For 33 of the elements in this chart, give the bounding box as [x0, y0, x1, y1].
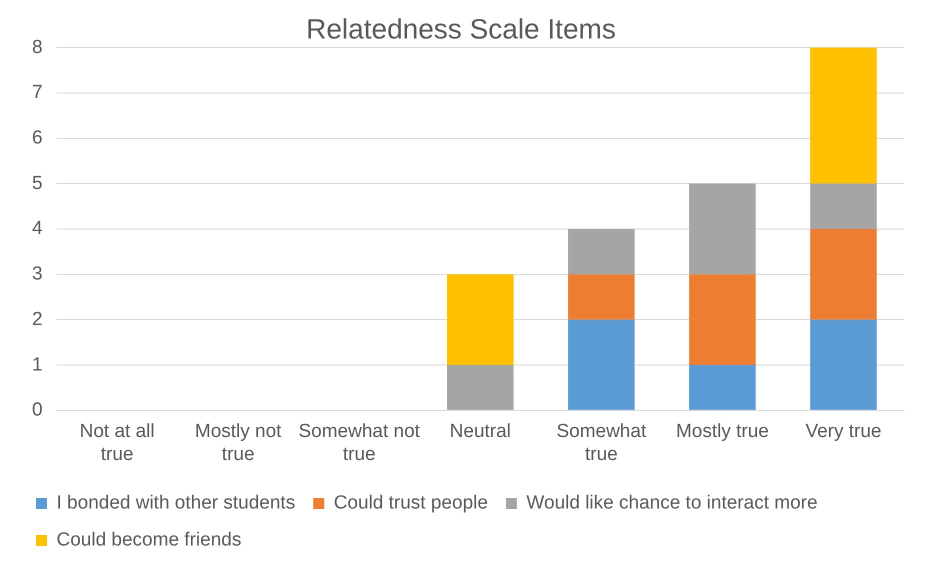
x-tick-label: Neutral	[450, 421, 511, 442]
bar	[568, 229, 635, 274]
y-tick-label: 1	[32, 354, 43, 376]
y-tick-label: 3	[32, 264, 43, 285]
bar	[810, 320, 877, 410]
x-tick-label: Not at all true	[80, 421, 155, 465]
bar	[810, 184, 877, 229]
bar	[810, 229, 877, 320]
y-tick-label: 4	[32, 218, 43, 240]
y-tick-label: 0	[32, 400, 43, 421]
x-tick-label: Somewhat true	[556, 421, 647, 465]
legend-label: Could trust people	[334, 492, 488, 514]
y-tick-label: 2	[32, 308, 43, 330]
y-tick-label: 7	[32, 82, 43, 104]
chart-title: Relatedness Scale Items	[306, 14, 616, 45]
bar	[568, 320, 635, 410]
x-tick-label: Mostly true	[676, 421, 769, 442]
bar	[446, 274, 514, 366]
x-tick-label: Somewhat not true	[298, 421, 421, 465]
y-tick-label: 5	[32, 172, 43, 194]
legend-label: Could become friends	[56, 530, 242, 551]
bar	[689, 365, 756, 410]
bar	[810, 48, 877, 184]
bar	[689, 184, 756, 274]
bar	[568, 274, 635, 320]
legend-label: I bonded with other students	[56, 492, 296, 514]
y-tick-label: 8	[32, 36, 43, 58]
bar	[689, 274, 756, 366]
bar	[446, 365, 514, 410]
x-tick-label: Mostly not true	[194, 421, 282, 465]
legend-label: Would like chance to interact more	[526, 492, 818, 514]
y-tick-label: 6	[32, 128, 43, 149]
x-tick-label: Very true	[805, 421, 882, 442]
